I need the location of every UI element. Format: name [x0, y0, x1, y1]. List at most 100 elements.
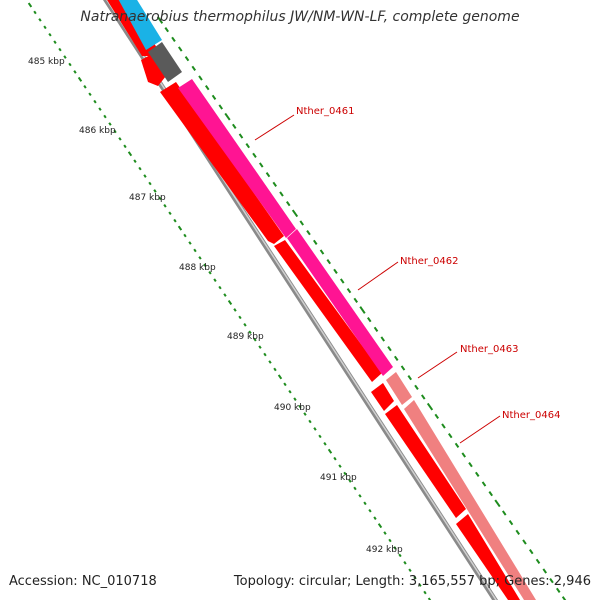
tick-label-488: 488 kbp	[179, 263, 216, 273]
cds-segment	[160, 82, 284, 244]
ruler-tick	[441, 423, 446, 429]
ruler-tick	[339, 278, 345, 284]
ruler-tick	[323, 442, 327, 446]
ruler-tick	[508, 520, 514, 526]
gene-label-0462: Nther_0462	[400, 256, 458, 267]
ruler-tick	[138, 166, 142, 171]
ruler-tick	[248, 330, 252, 335]
ruler-tick	[319, 249, 325, 255]
ruler-tick	[318, 434, 322, 439]
ruler-tick	[366, 317, 372, 323]
ruler-tick	[164, 27, 170, 33]
gene-nther-0461	[178, 79, 296, 238]
ruler-tick	[388, 538, 392, 543]
ruler-tick	[272, 181, 278, 187]
gene-dark-gray	[148, 42, 182, 82]
ruler-tick	[171, 36, 176, 42]
ruler-tick	[193, 248, 197, 253]
ruler-tick	[198, 256, 202, 260]
ruler-tick	[245, 143, 251, 149]
ruler-tick	[133, 159, 137, 163]
cds-arrow	[371, 383, 394, 411]
ruler-tick	[238, 315, 242, 320]
ruler-tick	[400, 365, 406, 371]
ruler-tick	[68, 62, 72, 67]
ruler-tick	[542, 568, 548, 574]
ruler-tick	[203, 263, 207, 268]
ruler-tick	[188, 241, 192, 245]
ruler-tick	[258, 162, 264, 168]
ruler-tick	[348, 479, 352, 483]
ruler-tick	[83, 85, 87, 89]
ruler-tick	[263, 352, 267, 357]
ruler-tick	[522, 539, 527, 545]
ruler-tick	[158, 196, 162, 201]
ruler-tick	[358, 494, 362, 498]
inner-tick-track	[27, 2, 432, 600]
ruler-tick	[555, 587, 561, 593]
ruler-tick	[403, 561, 407, 565]
ruler-tick	[33, 10, 37, 15]
tick-label-491: 491 kbp	[320, 473, 357, 483]
ruler-tick	[346, 288, 352, 294]
ruler-tick	[380, 336, 386, 342]
gene-label-0464: Nther_0464	[502, 410, 560, 421]
genome-backbone	[102, 0, 499, 600]
ruler-tick	[38, 18, 42, 22]
ruler-tick	[353, 486, 357, 491]
ruler-tick	[427, 597, 432, 600]
gene-label-0461: Nther_0461	[296, 106, 354, 117]
tick-label-487: 487 kbp	[129, 193, 166, 203]
leader-line-0461	[254, 114, 295, 141]
ruler-tick	[291, 209, 299, 218]
ruler-tick	[407, 375, 413, 381]
ruler-tick	[227, 299, 233, 306]
ruler-tick	[333, 456, 337, 461]
ruler-tick	[423, 590, 427, 595]
ruler-tick	[454, 442, 460, 448]
ruler-tick	[447, 433, 453, 439]
gene-label-0463: Nther_0463	[460, 344, 518, 355]
ruler-tick	[265, 172, 271, 178]
ruler-tick	[288, 389, 292, 394]
ruler-tick	[153, 189, 157, 193]
ruler-tick	[393, 546, 397, 550]
ruler-tick	[253, 337, 257, 342]
gene-nther-0462	[287, 229, 393, 376]
ruler-tick	[218, 104, 224, 110]
ruler-tick	[177, 225, 183, 231]
ruler-tick	[293, 397, 297, 401]
ruler-tick	[43, 25, 47, 30]
ruler-tick	[387, 346, 392, 352]
ruler-tick	[173, 218, 177, 223]
ruler-tick	[494, 499, 501, 508]
ruler-tick	[481, 481, 487, 487]
ruler-tick	[213, 278, 217, 282]
ruler-tick	[243, 323, 247, 327]
gene-nther-0464	[404, 400, 536, 600]
ruler-tick	[283, 382, 287, 387]
ruler-tick	[252, 152, 257, 158]
ruler-tick	[258, 345, 262, 349]
ruler-tick	[326, 259, 332, 265]
ruler-tick	[408, 568, 412, 573]
ruler-tick	[118, 137, 122, 141]
ruler-tick	[474, 471, 480, 477]
ruler-tick	[268, 360, 272, 364]
ruler-tick	[113, 129, 117, 134]
ruler-tick	[468, 462, 473, 468]
ruler-tick	[327, 448, 333, 454]
ruler-tick	[363, 501, 367, 506]
ruler-tick	[398, 553, 402, 558]
ruler-tick	[418, 583, 422, 587]
ruler-tick	[413, 575, 417, 580]
ruler-tick	[353, 297, 359, 303]
ruler-tick	[108, 122, 112, 126]
gene-nther-0463	[386, 372, 412, 405]
ruler-tick	[285, 201, 291, 207]
ruler-tick	[515, 529, 521, 535]
ruler-tick	[359, 306, 366, 314]
ruler-tick	[306, 230, 311, 236]
tick-label-490: 490 kbp	[274, 403, 311, 413]
ruler-tick	[27, 2, 33, 8]
